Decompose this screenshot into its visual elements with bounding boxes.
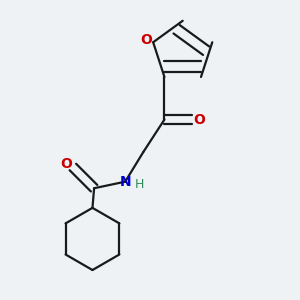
Text: O: O: [140, 33, 152, 46]
Text: O: O: [193, 112, 205, 127]
Text: H: H: [135, 178, 145, 191]
Text: N: N: [119, 175, 131, 189]
Text: O: O: [60, 157, 72, 171]
